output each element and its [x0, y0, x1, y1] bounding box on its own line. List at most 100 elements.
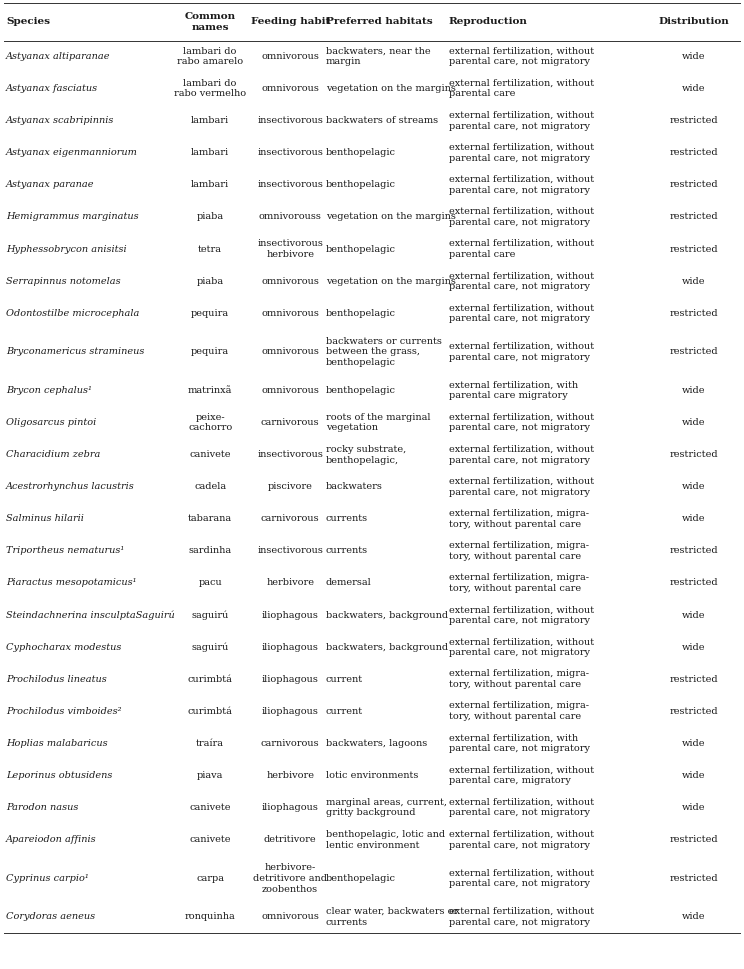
Text: carnivorous: carnivorous — [261, 515, 319, 523]
Text: external fertilization, migra-
tory, without parental care: external fertilization, migra- tory, wit… — [449, 573, 589, 593]
Text: Oligosarcus pintoi: Oligosarcus pintoi — [6, 418, 96, 427]
Text: benthopelagic: benthopelagic — [326, 244, 396, 254]
Text: lambari do
rabo vermelho: lambari do rabo vermelho — [174, 78, 246, 99]
Text: wide: wide — [682, 84, 705, 93]
Text: external fertilization, with
parental care, not migratory: external fertilization, with parental ca… — [449, 734, 590, 753]
Text: vegetation on the margins: vegetation on the margins — [326, 212, 456, 222]
Text: canivete: canivete — [190, 803, 231, 812]
Text: currents: currents — [326, 547, 368, 555]
Text: Prochilodus lineatus: Prochilodus lineatus — [6, 674, 106, 684]
Text: external fertilization, without
parental care, not migratory: external fertilization, without parental… — [449, 271, 594, 291]
Text: Characidium zebra: Characidium zebra — [6, 451, 100, 459]
Text: insectivorous: insectivorous — [257, 180, 323, 189]
Text: Astyanax altiparanae: Astyanax altiparanae — [6, 52, 110, 61]
Text: external fertilization, without
parental care, not migratory: external fertilization, without parental… — [449, 342, 594, 361]
Text: cadela: cadela — [194, 483, 226, 491]
Text: external fertilization, without
parental care, not migratory: external fertilization, without parental… — [449, 797, 594, 818]
Text: canivete: canivete — [190, 835, 231, 844]
Text: Species: Species — [6, 17, 50, 26]
Text: wide: wide — [682, 276, 705, 286]
Text: lambari: lambari — [191, 148, 229, 157]
Text: roots of the marginal
vegetation: roots of the marginal vegetation — [326, 413, 430, 432]
Text: Astyanax fasciatus: Astyanax fasciatus — [6, 84, 98, 93]
Text: iliophagous: iliophagous — [262, 642, 318, 652]
Text: canivete: canivete — [190, 451, 231, 459]
Text: backwaters, background: backwaters, background — [326, 642, 448, 652]
Text: insectivorous: insectivorous — [257, 451, 323, 459]
Text: external fertilization, without
parental care, not migratory: external fertilization, without parental… — [449, 110, 594, 131]
Text: curimbtá: curimbtá — [187, 674, 233, 684]
Text: external fertilization, without
parental care: external fertilization, without parental… — [449, 78, 594, 99]
Text: wide: wide — [682, 771, 705, 780]
Text: benthopelagic: benthopelagic — [326, 309, 396, 318]
Text: Piaractus mesopotamicus¹: Piaractus mesopotamicus¹ — [6, 578, 136, 587]
Text: piava: piava — [197, 771, 223, 780]
Text: Apareiodon affinis: Apareiodon affinis — [6, 835, 97, 844]
Text: current: current — [326, 706, 363, 716]
Text: Corydoras aeneus: Corydoras aeneus — [6, 913, 95, 922]
Text: lambari do
rabo amarelo: lambari do rabo amarelo — [177, 47, 243, 67]
Text: iliophagous: iliophagous — [262, 803, 318, 812]
Text: insectivorous: insectivorous — [257, 148, 323, 157]
Text: omnivorous: omnivorous — [261, 386, 319, 395]
Text: currents: currents — [326, 515, 368, 523]
Text: Feeding habit: Feeding habit — [251, 17, 330, 26]
Text: wide: wide — [682, 913, 705, 922]
Text: demersal: demersal — [326, 578, 371, 587]
Text: wide: wide — [682, 52, 705, 61]
Text: omnivorous: omnivorous — [261, 84, 319, 93]
Text: wide: wide — [682, 386, 705, 395]
Text: restricted: restricted — [670, 451, 718, 459]
Text: Triportheus nematurus¹: Triportheus nematurus¹ — [6, 547, 124, 555]
Text: curimbtá: curimbtá — [187, 706, 233, 716]
Text: Bryconamericus stramineus: Bryconamericus stramineus — [6, 347, 144, 357]
Text: traíra: traíra — [196, 739, 224, 748]
Text: marginal areas, current,
gritty background: marginal areas, current, gritty backgrou… — [326, 797, 447, 818]
Text: restricted: restricted — [670, 180, 718, 189]
Text: iliophagous: iliophagous — [262, 610, 318, 619]
Text: omnivorous: omnivorous — [261, 309, 319, 318]
Text: Astyanax scabripinnis: Astyanax scabripinnis — [6, 116, 115, 125]
Text: pacu: pacu — [199, 578, 222, 587]
Text: external fertilization, without
parental care, not migratory: external fertilization, without parental… — [449, 638, 594, 657]
Text: Salminus hilarii: Salminus hilarii — [6, 515, 84, 523]
Text: benthopelagic: benthopelagic — [326, 148, 396, 157]
Text: backwaters, background: backwaters, background — [326, 610, 448, 619]
Text: Serrapinnus notomelas: Serrapinnus notomelas — [6, 276, 121, 286]
Text: Hemigrammus marginatus: Hemigrammus marginatus — [6, 212, 138, 222]
Text: wide: wide — [682, 610, 705, 619]
Text: restricted: restricted — [670, 547, 718, 555]
Text: restricted: restricted — [670, 244, 718, 254]
Text: benthopelagic: benthopelagic — [326, 180, 396, 189]
Text: Steindachnerina insculptaSaguirú: Steindachnerina insculptaSaguirú — [6, 610, 175, 620]
Text: detritivore: detritivore — [264, 835, 316, 844]
Text: Astyanax paranae: Astyanax paranae — [6, 180, 94, 189]
Text: Acestrorhynchus lacustris: Acestrorhynchus lacustris — [6, 483, 135, 491]
Text: benthopelagic, lotic and
lentic environment: benthopelagic, lotic and lentic environm… — [326, 829, 445, 850]
Text: insectivorous
herbivore: insectivorous herbivore — [257, 239, 323, 259]
Text: external fertilization, without
parental care, not migratory: external fertilization, without parental… — [449, 413, 594, 432]
Text: herbivore: herbivore — [266, 578, 314, 587]
Text: external fertilization, migra-
tory, without parental care: external fertilization, migra- tory, wit… — [449, 702, 589, 721]
Text: benthopelagic: benthopelagic — [326, 874, 396, 883]
Text: restricted: restricted — [670, 347, 718, 357]
Text: Preferred habitats: Preferred habitats — [326, 17, 432, 26]
Text: wide: wide — [682, 483, 705, 491]
Text: piaba: piaba — [196, 276, 224, 286]
Text: peixe-
cachorro: peixe- cachorro — [188, 413, 232, 432]
Text: carpa: carpa — [196, 874, 224, 883]
Text: restricted: restricted — [670, 835, 718, 844]
Text: external fertilization, migra-
tory, without parental care: external fertilization, migra- tory, wit… — [449, 509, 589, 529]
Text: omnivorouss: omnivorouss — [259, 212, 321, 222]
Text: omnivorous: omnivorous — [261, 347, 319, 357]
Text: sardinha: sardinha — [189, 547, 231, 555]
Text: restricted: restricted — [670, 706, 718, 716]
Text: external fertilization, migra-
tory, without parental care: external fertilization, migra- tory, wit… — [449, 541, 589, 561]
Text: external fertilization, without
parental care, not migratory: external fertilization, without parental… — [449, 175, 594, 195]
Text: Astyanax eigenmanniorum: Astyanax eigenmanniorum — [6, 148, 138, 157]
Text: Distribution: Distribution — [658, 17, 729, 26]
Text: external fertilization, without
parental care, not migratory: external fertilization, without parental… — [449, 868, 594, 889]
Text: external fertilization, without
parental care, not migratory: external fertilization, without parental… — [449, 829, 594, 850]
Text: current: current — [326, 674, 363, 684]
Text: saguirú: saguirú — [191, 642, 229, 652]
